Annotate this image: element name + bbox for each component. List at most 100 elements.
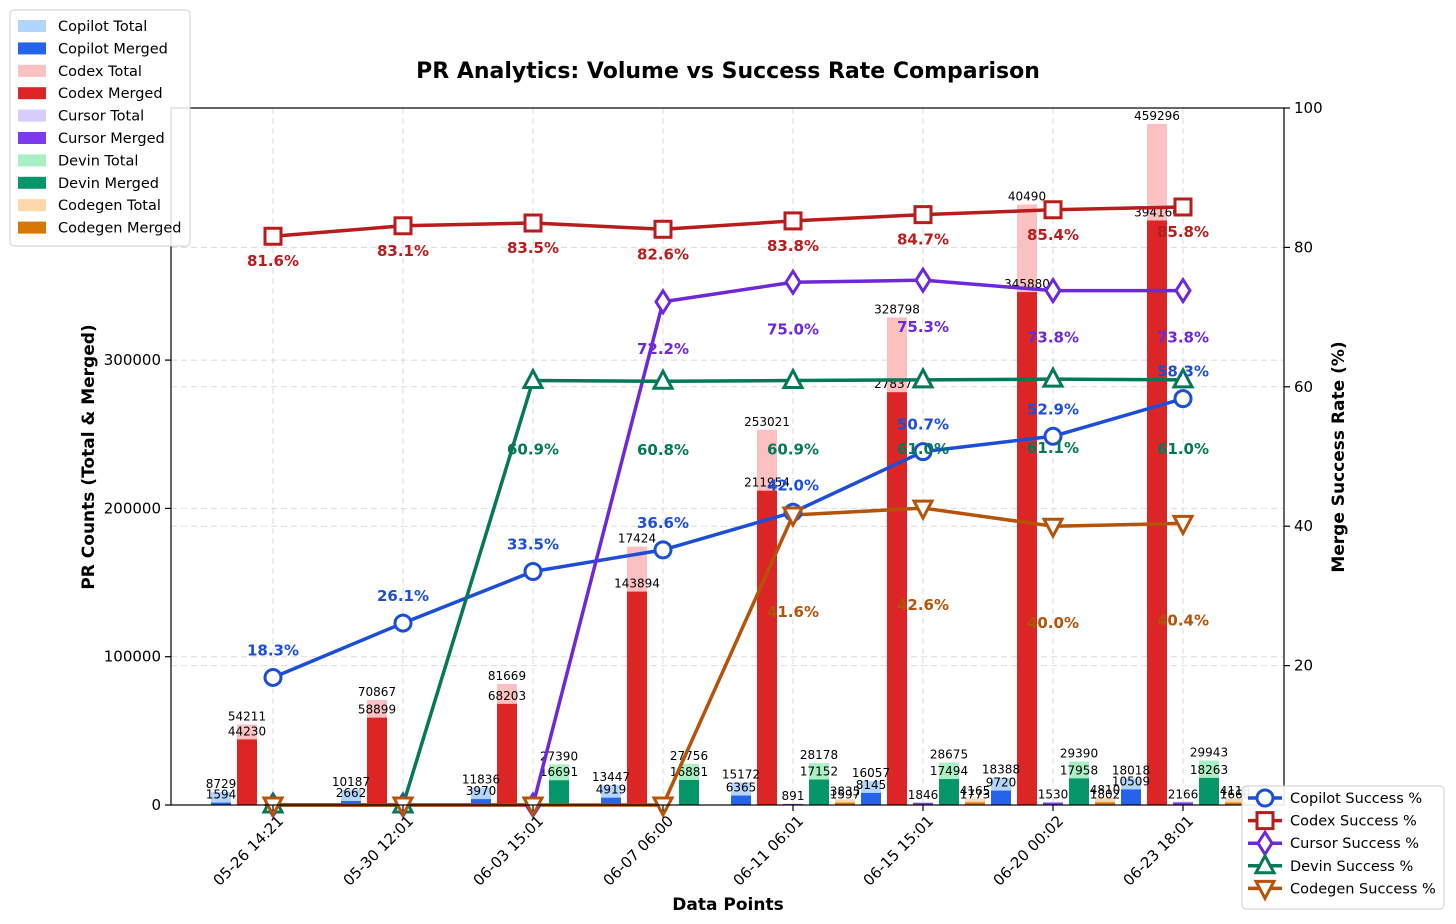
bar-copilot-merged [991, 790, 1011, 805]
bar-copilot-merged [471, 799, 491, 805]
chart-title: PR Analytics: Volume vs Success Rate Com… [416, 59, 1040, 84]
legend-entry: Copilot Total [58, 19, 147, 35]
bar-value-label: 68203 [488, 689, 526, 703]
x-tick-label: 05-26 14:21 [210, 812, 287, 889]
y2-tick-label: 60 [1294, 378, 1313, 396]
bar-value-label: 253021 [744, 415, 790, 429]
bar-codex-merged [1017, 292, 1037, 805]
bar-value-label: 58899 [358, 703, 396, 717]
y2-tick-label: 80 [1294, 238, 1313, 256]
y2-tick-label: 40 [1294, 517, 1313, 535]
bar-value-label: 211954 [744, 476, 790, 490]
x-tick-label: 06-20 00:02 [990, 812, 1067, 889]
bar-value-label: 18388 [982, 763, 1020, 777]
point-cursor-success [654, 287, 672, 316]
bar-codex-merged [887, 392, 907, 805]
line-legend: Copilot Success % Codex Success % Cursor S… [1241, 785, 1445, 910]
point-copilot-success [393, 613, 413, 633]
bar-value-label: 2662 [336, 786, 367, 800]
bar-codegen-merged [835, 802, 855, 805]
point-cursor-success [1174, 276, 1192, 305]
bar-codex-merged [1147, 220, 1167, 805]
bar-cursor-merged [1173, 802, 1193, 805]
bar-layer [211, 123, 1245, 806]
legend-swatch [18, 42, 46, 55]
plot-frame [170, 107, 1285, 806]
bar-codex-merged [237, 739, 257, 805]
bar-codegen-merged [1095, 802, 1115, 805]
success-rate-label: 26.1% [377, 587, 429, 605]
bar-devin-merged [549, 780, 569, 805]
point-copilot-success [653, 540, 673, 560]
bar-copilot-merged [211, 802, 231, 805]
bar-value-label: 81669 [488, 669, 526, 683]
bar-value-label: 28178 [800, 748, 838, 762]
bar-codex-merged [497, 703, 517, 805]
point-codex-success [393, 216, 413, 236]
legend-marker [1255, 811, 1275, 831]
legend-entry: Cursor Merged [58, 131, 165, 147]
legend-swatch [18, 109, 46, 122]
line-copilot-success [272, 396, 1184, 680]
point-codex-success [523, 213, 543, 233]
bar-codegen-total [1225, 798, 1245, 805]
bar-value-label: 28675 [930, 747, 968, 761]
point-devin-success [911, 366, 935, 389]
point-devin-success [1171, 366, 1195, 389]
legend-marker [1253, 852, 1277, 875]
line-devin-success [273, 377, 1184, 807]
y2-tick-label: 100 [1294, 99, 1323, 117]
point-devin-success [651, 368, 675, 390]
bar-codex-merged [757, 490, 777, 805]
x-tick-label: 06-15 15:01 [860, 812, 937, 889]
bar-value-label: 8729 [206, 777, 237, 791]
success-rate-label: 41.6% [767, 603, 819, 621]
success-rate-label: 61.0% [897, 440, 949, 458]
bar-value-label: 10187 [332, 775, 370, 789]
bar-value-label: 4165 [960, 784, 991, 798]
success-rate-label: 61.1% [1027, 439, 1079, 457]
legend-swatch [18, 221, 46, 234]
success-rate-label: 73.8% [1157, 329, 1209, 347]
legend-marker [1253, 879, 1277, 902]
bar-copilot-total [211, 792, 231, 805]
point-codex-success [1173, 197, 1193, 217]
success-rate-label: 85.8% [1157, 223, 1209, 241]
y2-tick-label: 20 [1294, 657, 1313, 675]
bar-devin-merged [1199, 777, 1219, 805]
bar-value-label: 4810 [1090, 783, 1121, 797]
point-copilot-success [1043, 426, 1063, 446]
x-tick-label: 05-30 12:01 [340, 812, 417, 889]
legend-entry: Codegen Success % [1290, 881, 1436, 897]
bar-value-label: 1530 [1038, 788, 1069, 802]
legend-swatch [18, 154, 46, 167]
point-cursor-success [784, 268, 802, 297]
success-rate-label: 72.2% [637, 340, 689, 358]
bar-cursor-merged [913, 802, 933, 805]
point-codegen-success [1171, 514, 1195, 537]
y2-axis-title: Merge Success Rate (%) [1329, 341, 1349, 572]
success-rate-label: 75.0% [767, 320, 819, 338]
point-cursor-success [914, 266, 932, 294]
bar-value-label: 328798 [874, 302, 920, 316]
bar-value-label: 10509 [1112, 774, 1150, 788]
bar-value-label: 29390 [1060, 746, 1098, 760]
bar-codegen-merged [965, 802, 985, 805]
point-codex-success [653, 219, 673, 239]
bar-codegen-total [965, 798, 985, 805]
success-rate-label: 85.4% [1027, 226, 1079, 244]
pct-label-layer: 18.3% 26.1% 33.5% 36.6% 42.0% 50.7% 52.9% 58.3%… [247, 223, 1209, 659]
success-rate-label: 42.6% [897, 596, 949, 614]
point-codex-success [263, 226, 283, 246]
success-rate-label: 73.8% [1027, 329, 1079, 347]
bar-copilot-merged [731, 795, 751, 805]
bar-value-label: 44230 [228, 724, 266, 738]
bar-value-label: 13447 [592, 770, 630, 784]
x-tick-label: 06-03 15:01 [470, 812, 547, 889]
bar-value-label: 3970 [466, 784, 497, 798]
bar-value-label: 1846 [908, 788, 939, 802]
legend-entry: Codex Success % [1290, 814, 1417, 830]
point-devin-success [1041, 365, 1065, 388]
success-rate-label: 40.4% [1157, 611, 1209, 629]
bar-value-label: 8145 [856, 778, 887, 792]
